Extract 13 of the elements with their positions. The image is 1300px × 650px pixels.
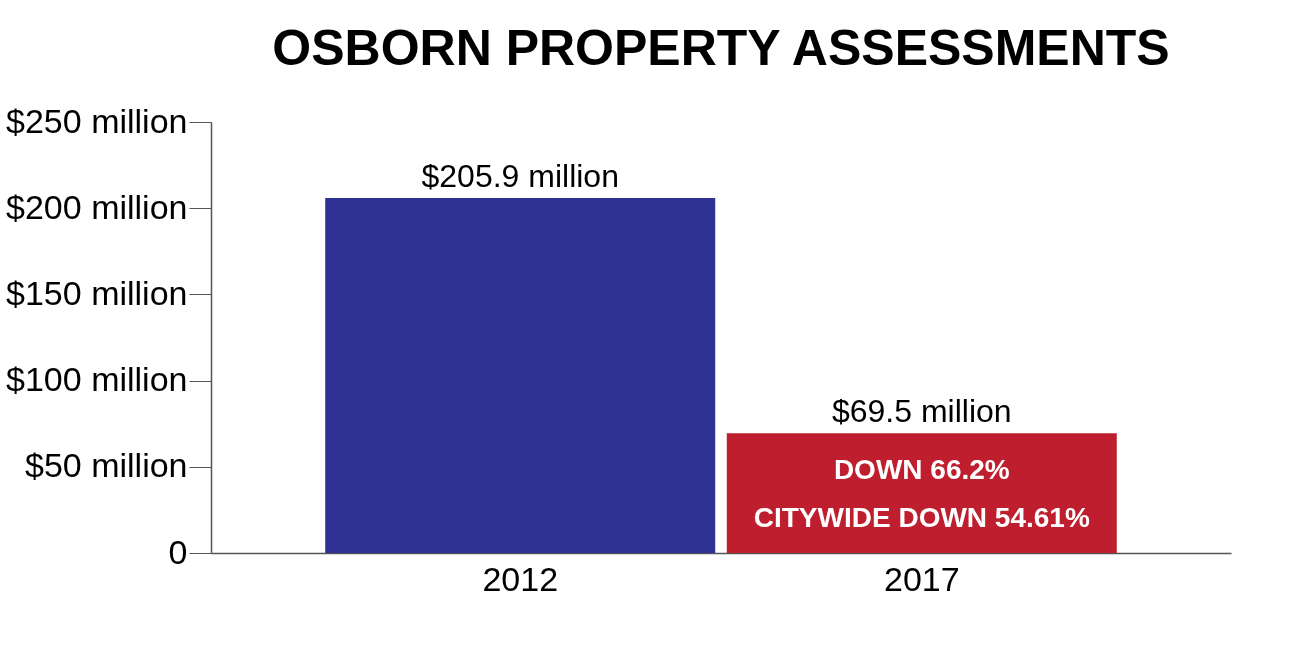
- chart-title: OSBORN PROPERTY ASSESSMENTS: [272, 20, 1170, 76]
- annotation: DOWN 66.2%: [833, 454, 1010, 485]
- data-label: $205.9 million: [421, 158, 619, 195]
- annotation: CITYWIDE DOWN 54.61%: [753, 502, 1090, 533]
- y-tick-label: $100 million: [6, 360, 188, 399]
- y-tick-label: $50 million: [24, 446, 188, 485]
- y-tick-label: $150 million: [6, 273, 188, 312]
- data-label: $69.5 million: [831, 393, 1012, 430]
- y-tick-label: 0: [168, 532, 188, 571]
- y-tick-label: $250 million: [6, 101, 188, 140]
- y-tick-label: $200 million: [6, 187, 188, 226]
- x-tick-label: 2012: [482, 559, 559, 598]
- x-tick-label: 2017: [883, 559, 960, 598]
